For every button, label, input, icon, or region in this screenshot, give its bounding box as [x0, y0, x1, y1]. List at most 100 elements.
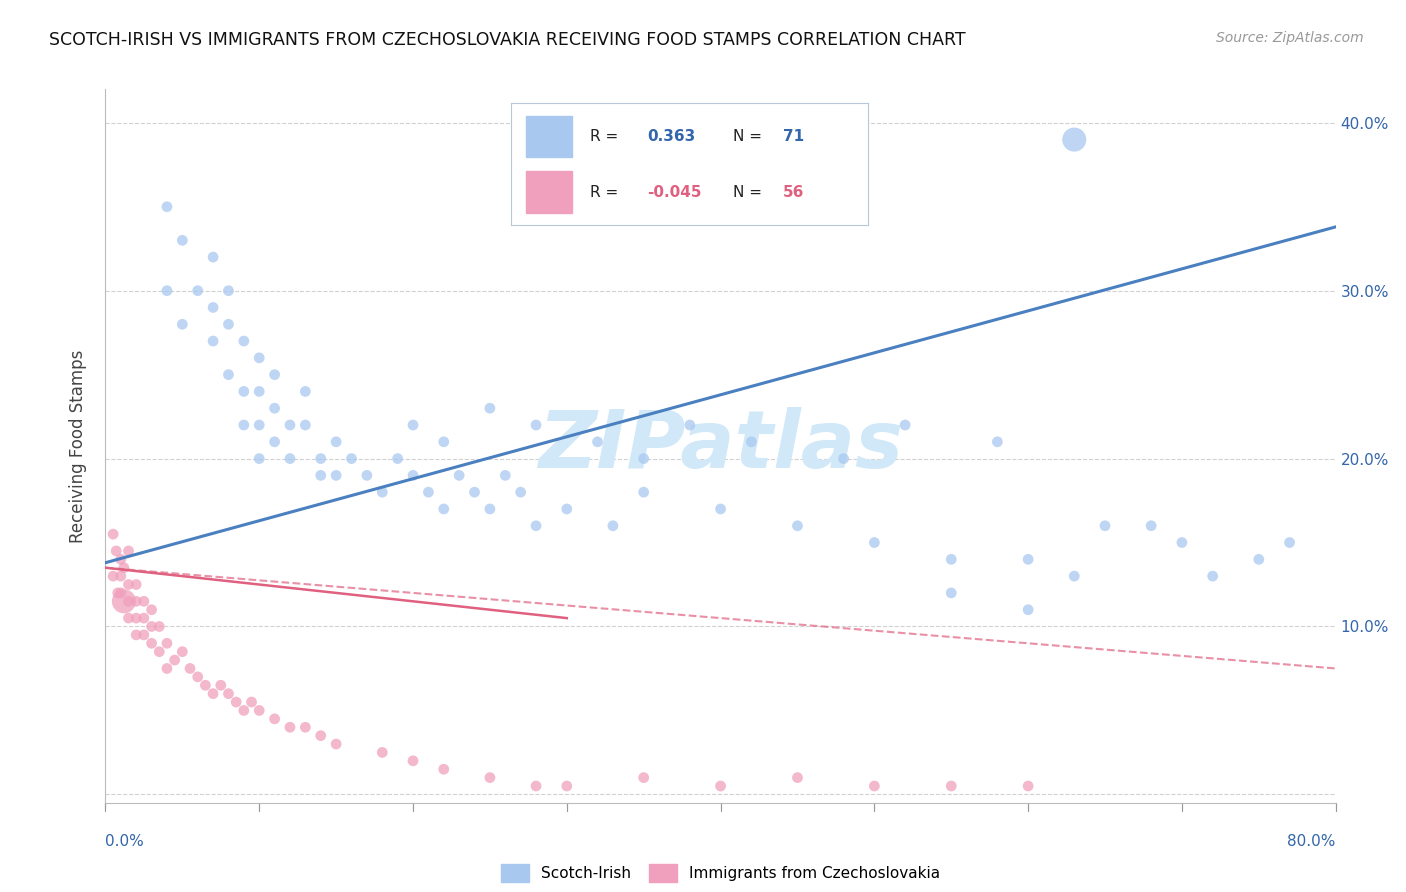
Point: [294, 417, 316, 432]
Point: [187, 670, 209, 684]
Point: [125, 628, 148, 642]
Point: [156, 661, 179, 675]
Point: [107, 586, 129, 600]
Point: [387, 451, 409, 466]
Point: [263, 401, 285, 416]
Point: [1201, 569, 1223, 583]
Point: [202, 250, 225, 264]
Point: [863, 535, 886, 549]
Point: [172, 233, 194, 247]
Point: [679, 417, 702, 432]
Point: [325, 434, 347, 449]
Point: [156, 284, 179, 298]
Point: [194, 678, 217, 692]
Point: [202, 687, 225, 701]
Point: [524, 779, 547, 793]
Point: [278, 451, 301, 466]
Point: [1171, 535, 1194, 549]
Point: [986, 434, 1008, 449]
Point: [941, 552, 963, 566]
Point: [309, 729, 332, 743]
Point: [232, 417, 254, 432]
Point: [633, 771, 655, 785]
Point: [633, 451, 655, 466]
Point: [402, 417, 425, 432]
Point: [218, 368, 240, 382]
Point: [112, 560, 135, 574]
Point: [1063, 569, 1085, 583]
Point: [309, 451, 332, 466]
Point: [449, 468, 471, 483]
Point: [156, 636, 179, 650]
Point: [218, 687, 240, 701]
Point: [1140, 518, 1163, 533]
Point: [402, 754, 425, 768]
Point: [125, 577, 148, 591]
Point: [786, 518, 808, 533]
Point: [340, 451, 363, 466]
Point: [247, 351, 270, 365]
Point: [172, 318, 194, 332]
Point: [1247, 552, 1270, 566]
Point: [418, 485, 440, 500]
Point: [941, 779, 963, 793]
Point: [202, 334, 225, 348]
Text: ZIPatlas: ZIPatlas: [538, 407, 903, 485]
Point: [247, 451, 270, 466]
Point: [187, 284, 209, 298]
Point: [464, 485, 486, 500]
Point: [247, 384, 270, 399]
Point: [132, 594, 155, 608]
Point: [232, 384, 254, 399]
Point: [325, 468, 347, 483]
Point: [586, 434, 609, 449]
Point: [110, 586, 132, 600]
Point: [263, 368, 285, 382]
Point: [371, 485, 394, 500]
Point: [141, 619, 163, 633]
Point: [602, 518, 624, 533]
Point: [117, 594, 139, 608]
Point: [478, 401, 501, 416]
Point: [478, 502, 501, 516]
Text: 0.0%: 0.0%: [105, 834, 145, 848]
Point: [1017, 779, 1039, 793]
Point: [294, 720, 316, 734]
Point: [101, 527, 124, 541]
Point: [941, 586, 963, 600]
Point: [218, 318, 240, 332]
Point: [710, 502, 733, 516]
Point: [1017, 603, 1039, 617]
Point: [894, 417, 917, 432]
Point: [148, 619, 170, 633]
Point: [294, 384, 316, 399]
Point: [1094, 518, 1116, 533]
Point: [156, 200, 179, 214]
Point: [240, 695, 263, 709]
Point: [247, 703, 270, 717]
Point: [225, 695, 247, 709]
Point: [863, 779, 886, 793]
Point: [218, 284, 240, 298]
Point: [148, 645, 170, 659]
Point: [125, 611, 148, 625]
Point: [117, 544, 139, 558]
Point: [172, 645, 194, 659]
Text: SCOTCH-IRISH VS IMMIGRANTS FROM CZECHOSLOVAKIA RECEIVING FOOD STAMPS CORRELATION: SCOTCH-IRISH VS IMMIGRANTS FROM CZECHOSL…: [49, 31, 966, 49]
Point: [247, 417, 270, 432]
Point: [141, 603, 163, 617]
Point: [402, 468, 425, 483]
Point: [163, 653, 186, 667]
Legend: Scotch-Irish, Immigrants from Czechoslovakia: Scotch-Irish, Immigrants from Czechoslov…: [495, 858, 946, 888]
Point: [633, 485, 655, 500]
Point: [132, 628, 155, 642]
Point: [278, 417, 301, 432]
Point: [179, 661, 201, 675]
Point: [786, 771, 808, 785]
Point: [110, 569, 132, 583]
Point: [433, 434, 456, 449]
Point: [710, 779, 733, 793]
Point: [110, 552, 132, 566]
Point: [524, 518, 547, 533]
Point: [1017, 552, 1039, 566]
